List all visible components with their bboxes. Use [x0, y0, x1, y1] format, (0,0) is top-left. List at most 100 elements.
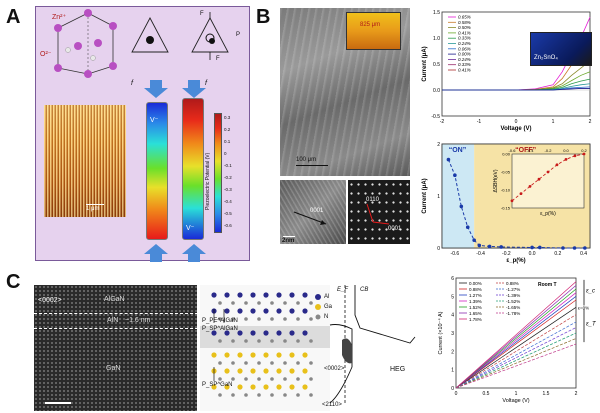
- photo-label: Zn₂SnO₄: [534, 55, 558, 61]
- tem-scale-label: 2nm: [282, 238, 295, 244]
- atom: [289, 384, 295, 390]
- saed-label-0001: 0001: [388, 226, 402, 232]
- atom: [237, 308, 243, 314]
- atom: [276, 308, 282, 314]
- inset-point: [582, 152, 586, 156]
- atom: [244, 361, 248, 365]
- inset-y-tick: 0.00: [502, 152, 511, 157]
- y-tick-label: 2: [451, 349, 454, 355]
- data-point: [459, 204, 464, 209]
- atom: [263, 384, 269, 390]
- atom: [237, 292, 243, 298]
- atom: [283, 393, 287, 397]
- direction-0002: <0002>: [38, 297, 62, 304]
- hemt-iv-chart: 0 0.5 1 1.5 2 0 1 2 3 4 5 6 Voltage (V) Current (×10⁻…: [437, 276, 597, 404]
- tetrahedra-diagrams: [131, 12, 229, 60]
- inset-3d-label: 825 μm: [360, 22, 381, 28]
- atom: [224, 308, 230, 314]
- force-arrows: [144, 80, 206, 262]
- y-tick-label: 2: [437, 142, 440, 148]
- x-tick-label: 0.2: [554, 251, 561, 257]
- atom: [218, 317, 222, 321]
- layer-aln: AlN: [107, 317, 119, 324]
- inset-point: [510, 199, 514, 203]
- atom: [309, 339, 313, 343]
- x-tick-label: 2: [575, 391, 578, 397]
- legend-entry: 1.65%: [469, 311, 482, 316]
- data-point: [446, 157, 451, 162]
- colorbar-tick: -0.3: [224, 187, 232, 192]
- legend-entry: 0.41%: [458, 68, 471, 73]
- atom: [296, 317, 300, 321]
- atom: [231, 361, 235, 365]
- pol-sp-gan: P_SP^GaN: [202, 382, 233, 388]
- atom: [231, 393, 235, 397]
- legend-entry: 1.78%: [469, 317, 482, 322]
- atom: [263, 308, 269, 314]
- panel-c-letter: C: [6, 271, 21, 293]
- atom: [250, 352, 256, 358]
- atom: [302, 384, 308, 390]
- atom: [257, 317, 261, 321]
- inset-y-tick: -0.10: [501, 188, 511, 193]
- inset-y-tick: -0.15: [501, 206, 511, 211]
- atom: [244, 339, 248, 343]
- x-tick-label: 1: [515, 391, 518, 397]
- legend-entry: 0.24%: [458, 41, 471, 46]
- nanowire-column-stretched: [182, 98, 204, 240]
- triangle-f-bottom: F: [216, 56, 220, 62]
- atom: [250, 308, 256, 314]
- atom: [289, 308, 295, 314]
- legend-entry: 0.24%: [458, 57, 471, 62]
- saed-pattern: [348, 180, 410, 244]
- atom: [237, 352, 243, 358]
- atom: [224, 292, 230, 298]
- legend-entry: -1.52%: [506, 299, 520, 304]
- atom: [270, 377, 274, 381]
- series-line: [455, 343, 577, 389]
- series-line: [455, 285, 577, 389]
- inset-x-label: ε_p(%): [540, 211, 556, 217]
- atom: [257, 339, 261, 343]
- colorbar-tick: 0.2: [224, 127, 231, 132]
- data-point: [538, 245, 542, 250]
- y-tick-label: -0.5: [431, 114, 440, 120]
- colorbar-tick: 0.3: [224, 115, 231, 120]
- inset-frame: [511, 153, 585, 209]
- y-tick-label: 0: [451, 386, 454, 392]
- atom: [250, 292, 256, 298]
- inset-y-tick: -0.05: [501, 170, 511, 175]
- legend-entry: 0.65%: [458, 15, 471, 20]
- legend-entry: 0.33%: [458, 62, 471, 67]
- data-point: [465, 225, 470, 229]
- x-tick-label: -2: [440, 119, 445, 125]
- saed-label-0110: 0110: [366, 197, 379, 203]
- label-dir-0002: <0002>: [324, 366, 345, 372]
- atom: [237, 368, 243, 374]
- atom: [296, 339, 300, 343]
- x-tick-label: 2: [589, 119, 592, 125]
- atom: [309, 301, 313, 305]
- data-point: [583, 246, 587, 250]
- wurtzite-crystal: [54, 9, 117, 78]
- atom: [296, 393, 300, 397]
- scale-bar-a-label: 1 μm: [86, 206, 100, 212]
- current-strain-chart: “ON” “OFF”-0.6 -0.4 -0.2 0.0 0.2 0.4012ε_p(%)C…: [422, 142, 591, 264]
- atom: [250, 368, 256, 374]
- force-label-right: f: [205, 80, 207, 87]
- atom: [250, 384, 256, 390]
- panel-a-letter: A: [6, 6, 21, 28]
- legend-ga: Ga: [324, 304, 333, 310]
- triangle-p: P: [236, 32, 241, 38]
- band-diagram: [329, 285, 416, 405]
- atom: [263, 330, 269, 336]
- colorbar: [214, 113, 222, 233]
- atom: [296, 377, 300, 381]
- sem-scale-label: 100 μm: [296, 157, 317, 163]
- legend-entry: -1.39%: [506, 293, 520, 298]
- x-tick-label: 0.0: [529, 251, 536, 257]
- atom: [270, 339, 274, 343]
- colorbar-ticks: 0.3 0.2 0.1 0 -0.1 -0.2 -0.3 -0.4 -0.5 -…: [224, 112, 232, 232]
- atomic-lattice: [200, 292, 330, 397]
- tem-dir-label: 0001: [310, 208, 324, 214]
